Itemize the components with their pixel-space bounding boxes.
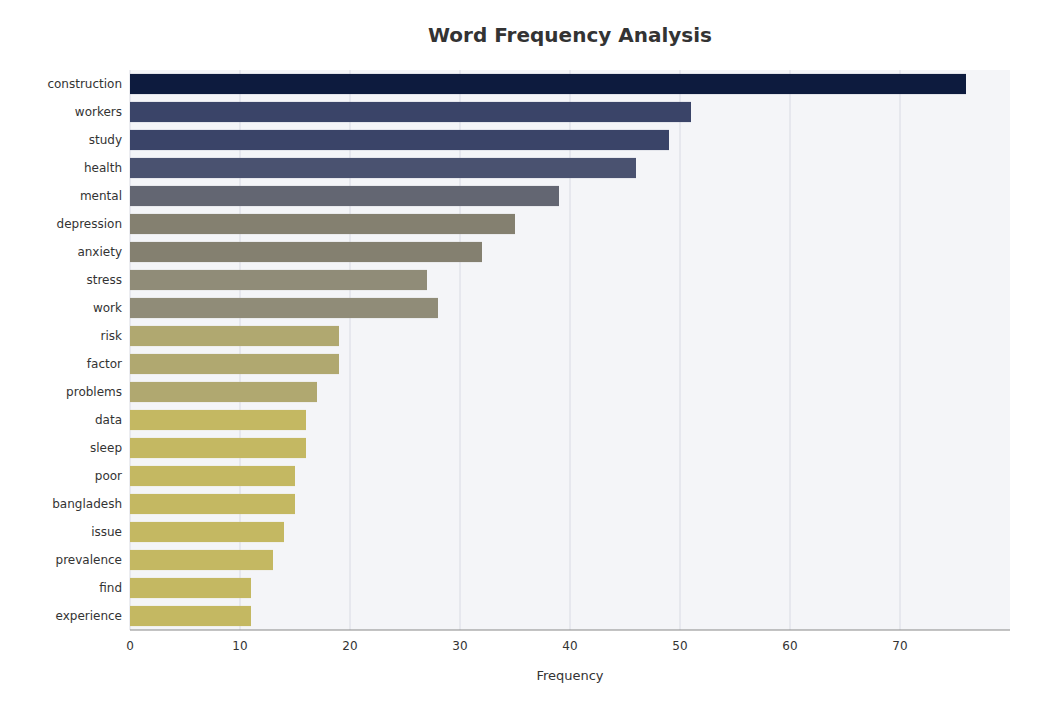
plot-background bbox=[130, 70, 1010, 630]
bar bbox=[130, 550, 273, 570]
category-label: work bbox=[93, 301, 122, 315]
axis-line bbox=[130, 630, 1010, 631]
bar bbox=[130, 410, 306, 430]
tick-label: 30 bbox=[452, 639, 467, 653]
bar bbox=[130, 578, 251, 598]
category-label: anxiety bbox=[77, 245, 122, 259]
bar bbox=[130, 74, 966, 94]
category-label: sleep bbox=[90, 441, 122, 455]
category-label: issue bbox=[91, 525, 122, 539]
grid-line bbox=[900, 70, 901, 630]
tick-label: 70 bbox=[892, 639, 907, 653]
category-label: problems bbox=[66, 385, 122, 399]
category-label: prevalence bbox=[56, 553, 122, 567]
category-label: mental bbox=[80, 189, 122, 203]
grid-line bbox=[460, 70, 461, 630]
bar bbox=[130, 466, 295, 486]
category-label: risk bbox=[101, 329, 123, 343]
grid-line bbox=[790, 70, 791, 630]
bar bbox=[130, 606, 251, 626]
bar bbox=[130, 494, 295, 514]
grid bbox=[130, 70, 900, 630]
tick-label: 50 bbox=[672, 639, 687, 653]
bar bbox=[130, 326, 339, 346]
title: Word Frequency Analysis bbox=[428, 23, 712, 47]
category-label: factor bbox=[87, 357, 122, 371]
category-label: construction bbox=[47, 77, 122, 91]
chart: 0 10 20 30 40 50 60 70 construction workers study h… bbox=[0, 0, 1044, 701]
bar bbox=[130, 522, 284, 542]
category-labels: construction workers study health mental depr… bbox=[47, 77, 122, 623]
grid-line bbox=[570, 70, 571, 630]
bar bbox=[130, 438, 306, 458]
bar bbox=[130, 158, 636, 178]
category-label: health bbox=[84, 161, 122, 175]
bar bbox=[130, 298, 438, 318]
category-label: workers bbox=[75, 105, 122, 119]
tick-label: 40 bbox=[562, 639, 577, 653]
grid-line bbox=[240, 70, 241, 630]
bars bbox=[130, 74, 966, 626]
grid-line bbox=[350, 70, 351, 630]
category-label: study bbox=[89, 133, 122, 147]
bar bbox=[130, 130, 669, 150]
grid-line bbox=[680, 70, 681, 630]
tick-label: 60 bbox=[782, 639, 797, 653]
grid-line bbox=[130, 70, 131, 630]
x-ticks: 0 10 20 30 40 50 60 70 bbox=[126, 639, 907, 653]
category-label: find bbox=[99, 581, 122, 595]
axis-label: Frequency bbox=[536, 668, 603, 683]
bar bbox=[130, 382, 317, 402]
category-label: data bbox=[95, 413, 122, 427]
category-label: stress bbox=[86, 273, 122, 287]
category-label: bangladesh bbox=[52, 497, 122, 511]
category-label: experience bbox=[55, 609, 122, 623]
tick-label: 20 bbox=[342, 639, 357, 653]
bar bbox=[130, 354, 339, 374]
bar bbox=[130, 102, 691, 122]
tick-label: 10 bbox=[232, 639, 247, 653]
bar bbox=[130, 270, 427, 290]
bar bbox=[130, 242, 482, 262]
bar bbox=[130, 186, 559, 206]
category-label: poor bbox=[95, 469, 122, 483]
bar bbox=[130, 214, 515, 234]
category-label: depression bbox=[57, 217, 122, 231]
tick-label: 0 bbox=[126, 639, 134, 653]
